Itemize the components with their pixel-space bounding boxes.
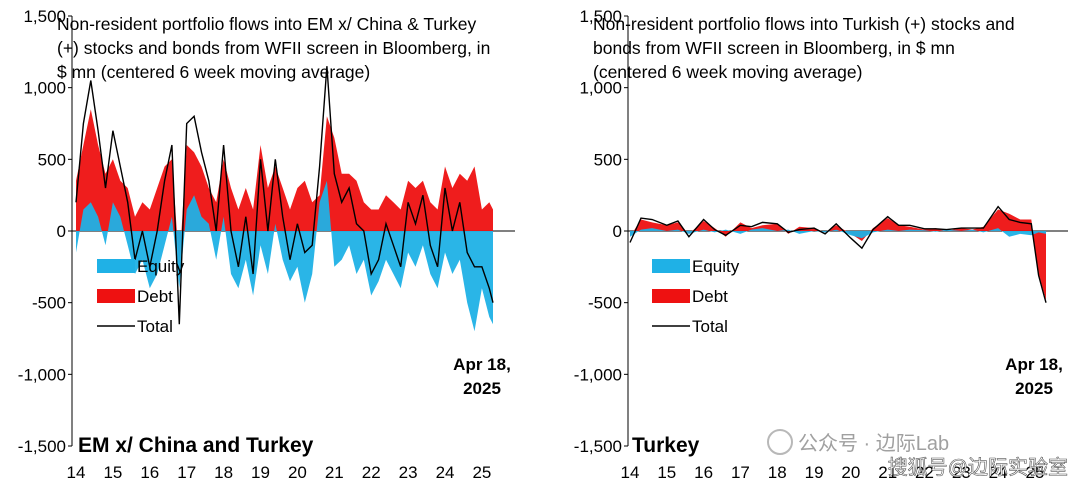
x-tick-label: 20 bbox=[841, 463, 860, 482]
y-tick-label: -500 bbox=[32, 294, 66, 313]
x-tick-label: 15 bbox=[657, 463, 676, 482]
x-tick-label: 16 bbox=[694, 463, 713, 482]
chart-title-line: Non-resident portfolio flows into Turkis… bbox=[593, 14, 1015, 34]
date-annotation: 2025 bbox=[1015, 379, 1053, 398]
chart-title-line: bonds from WFII screen in Bloomberg, in … bbox=[593, 38, 955, 58]
chart-title-line: Non-resident portfolio flows into EM x/ … bbox=[57, 14, 476, 34]
watermark-1: 公众号 · 边际Lab bbox=[767, 429, 949, 455]
x-tick-label: 18 bbox=[214, 463, 233, 482]
series-equity-area bbox=[630, 228, 1046, 239]
series-debt-area bbox=[76, 109, 493, 267]
legend-swatch-debt bbox=[652, 289, 690, 303]
x-tick-label: 24 bbox=[989, 463, 1008, 482]
x-tick-label: 22 bbox=[362, 463, 381, 482]
y-tick-label: 500 bbox=[594, 150, 622, 169]
panel-label: EM x/ China and Turkey bbox=[78, 434, 314, 457]
chart-title-line: (centered 6 week moving average) bbox=[593, 62, 862, 82]
date-annotation: Apr 18, bbox=[453, 355, 511, 374]
y-tick-label: 0 bbox=[57, 222, 66, 241]
y-tick-label: 1,000 bbox=[23, 79, 66, 98]
x-tick-label: 23 bbox=[399, 463, 418, 482]
legend-label-debt: Debt bbox=[137, 287, 173, 306]
x-tick-label: 15 bbox=[103, 463, 122, 482]
y-tick-label: 0 bbox=[613, 222, 622, 241]
wechat-icon bbox=[767, 429, 793, 455]
y-tick-label: -1,500 bbox=[574, 437, 622, 456]
y-tick-label: 500 bbox=[38, 150, 66, 169]
date-annotation: Apr 18, bbox=[1005, 355, 1063, 374]
legend-swatch-equity bbox=[97, 259, 135, 273]
chart-panel-2: 1,500 1,000 500 0 -500 -1,000 -1,500 14 15 16 17 18… bbox=[574, 7, 1068, 482]
x-tick-label: 24 bbox=[436, 463, 455, 482]
x-tick-label: 17 bbox=[731, 463, 750, 482]
series-debt-area bbox=[630, 209, 1046, 300]
chart-title-line: $ mn (centered 6 week moving average) bbox=[57, 62, 370, 82]
y-tick-label: 1,500 bbox=[579, 7, 622, 26]
y-tick-label: 1,000 bbox=[579, 79, 622, 98]
watermark-text-1: 公众号 · 边际Lab bbox=[798, 432, 949, 455]
watermark-text-2: 搜狐号@边际实验室 bbox=[888, 456, 1068, 479]
x-tick-label: 20 bbox=[288, 463, 307, 482]
x-tick-label: 17 bbox=[177, 463, 196, 482]
legend-label-total: Total bbox=[692, 317, 728, 336]
legend-label-debt: Debt bbox=[692, 287, 728, 306]
series-total-line bbox=[629, 205, 1047, 303]
legend-swatch-equity bbox=[652, 259, 690, 273]
x-tick-label: 25 bbox=[1025, 463, 1044, 482]
panel-label: Turkey bbox=[632, 434, 700, 457]
x-tick-label: 19 bbox=[251, 463, 270, 482]
x-tick-label: 21 bbox=[325, 463, 344, 482]
x-tick-label: 22 bbox=[915, 463, 934, 482]
legend-label-equity: Equity bbox=[692, 257, 740, 276]
x-tick-label: 25 bbox=[472, 463, 491, 482]
legend-label-equity: Equity bbox=[137, 257, 185, 276]
y-tick-label: -500 bbox=[588, 294, 622, 313]
y-tick-label: -1,000 bbox=[18, 365, 66, 384]
x-tick-label: 14 bbox=[621, 463, 640, 482]
series-total-line bbox=[75, 66, 494, 325]
chart-title-line: (+) stocks and bonds from WFII screen in… bbox=[57, 38, 490, 58]
y-tick-label: -1,500 bbox=[18, 437, 66, 456]
legend-label-total: Total bbox=[137, 317, 173, 336]
watermark-2: 搜狐号@边际实验室 bbox=[887, 456, 1068, 480]
x-tick-label: 19 bbox=[805, 463, 824, 482]
date-annotation: 2025 bbox=[463, 379, 501, 398]
y-tick-label: 1,500 bbox=[23, 7, 66, 26]
x-tick-label: 23 bbox=[952, 463, 971, 482]
x-tick-label: 21 bbox=[878, 463, 897, 482]
x-tick-label: 14 bbox=[67, 463, 86, 482]
legend-swatch-debt bbox=[97, 289, 135, 303]
series-equity-area bbox=[76, 180, 493, 332]
x-tick-label: 18 bbox=[768, 463, 787, 482]
y-tick-label: -1,000 bbox=[574, 365, 622, 384]
x-tick-label: 16 bbox=[140, 463, 159, 482]
